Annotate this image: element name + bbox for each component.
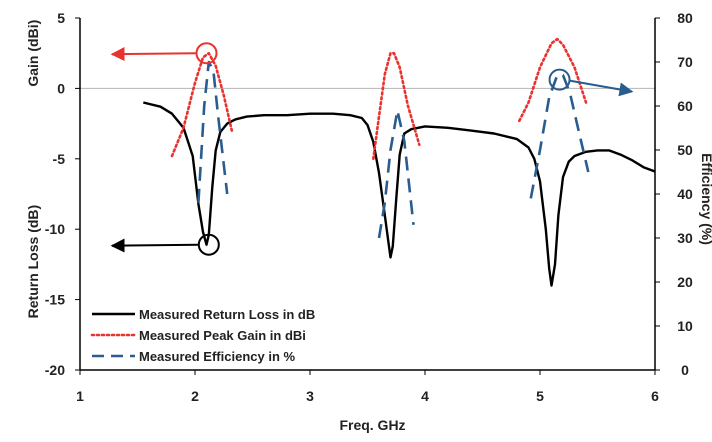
series-line [197,60,229,203]
y-right-tick-label: 80 [677,10,693,26]
annotation-arrow [110,47,197,62]
y-axis-title-efficiency: Efficiency (%) [699,153,712,245]
legend: Measured Return Loss in dB Measured Peak … [90,307,315,364]
series-line [170,51,234,158]
legend-label: Measured Efficiency in % [139,349,295,364]
series-line [529,73,590,199]
series-0 [143,101,656,287]
series-layer [143,37,656,287]
annotation-arrow [110,238,199,253]
x-tick-label: 6 [651,388,659,404]
y-left-tick-label: 5 [57,10,65,26]
y-left-tick-label: -5 [53,151,66,167]
annotation-layer [110,42,634,256]
x-tick-label: 4 [421,388,429,404]
series-line [377,109,415,239]
y-axis-title-gain: Gain (dBi) [25,20,41,87]
y-left-tick-label: 0 [57,80,65,96]
x-tick-label: 5 [536,388,544,404]
series-line [143,101,656,287]
y-axis-title-return-loss: Return Loss (dB) [25,205,41,319]
annotation-0 [110,42,218,65]
y-right-tick-label: 20 [677,274,693,290]
x-tick-label: 2 [191,388,199,404]
y-right-tick-label: 60 [677,98,693,114]
legend-label: Measured Return Loss in dB [139,307,315,322]
y-right-tick-label: 0 [681,362,689,378]
y-right-tick-label: 30 [677,230,693,246]
y-right-tick-label: 40 [677,186,693,202]
series-2 [197,60,590,239]
x-tick-label: 3 [306,388,314,404]
annotation-circle [548,68,571,91]
annotation-arrow [569,79,634,97]
y-right-tick-label: 50 [677,142,693,158]
annotation-1 [110,233,220,256]
y-right-tick-label: 70 [677,54,693,70]
y-left-tick-label: -20 [45,362,65,378]
x-tick-label: 1 [76,388,84,404]
y-right-tick-label: 10 [677,318,693,334]
annotation-2 [548,68,634,97]
x-axis-title: Freq. GHz [339,417,405,433]
series-line [518,37,588,123]
y-left-tick-label: -15 [45,292,65,308]
series-1 [170,37,588,161]
annotation-circle [195,42,218,65]
axis-layer: 1 2 3 4 5 650-5-10-15-2080706050403020100Freq… [25,10,712,433]
y-left-tick-label: -10 [45,221,65,237]
legend-label: Measured Peak Gain in dBi [139,328,306,343]
series-line [372,51,421,161]
